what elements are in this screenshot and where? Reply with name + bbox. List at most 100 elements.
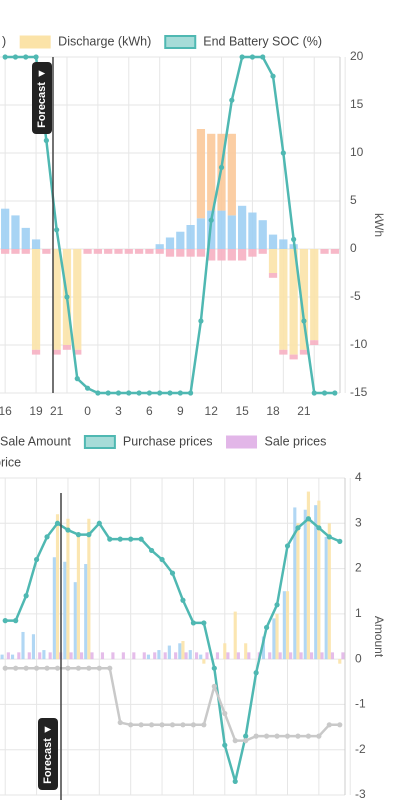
point [222,742,228,748]
point [337,722,343,728]
point [253,733,259,739]
bar [184,652,188,660]
point [177,390,183,396]
bar [194,652,199,660]
point [2,665,8,671]
point [284,543,291,549]
bar [155,249,164,254]
bar [1,249,10,254]
bar [21,227,30,249]
point [33,54,39,60]
bar [188,650,192,660]
bar [296,523,300,660]
bar [62,345,72,350]
forecast-label: Forecast ▼ [36,68,48,128]
bar [282,591,286,660]
x-tick-label: 15 [235,404,249,418]
point [65,527,71,533]
point [169,570,176,576]
legend-label: price [0,455,21,469]
bar [217,210,226,249]
bar [145,249,154,254]
point [249,54,256,60]
bar [327,523,331,660]
bar [248,249,257,257]
point [105,390,111,396]
bar [279,239,288,249]
point [211,683,217,689]
bar [196,218,206,249]
point [2,618,8,624]
point [284,733,291,739]
bar [31,239,41,249]
point [201,620,207,626]
point [263,733,270,739]
bar [289,354,298,360]
point [65,665,71,671]
point [263,624,270,631]
bar [238,205,247,249]
x-tick-label: 21 [297,404,311,418]
point [136,390,142,396]
bar [31,249,41,350]
bar [268,273,278,278]
point [12,54,19,60]
bar [289,652,293,660]
bar [293,507,297,660]
y-tick-label: -2 [355,742,366,756]
bar [21,631,25,660]
bar [199,654,203,660]
point [75,665,82,671]
bar [48,652,52,660]
point [274,602,280,608]
bar [84,564,88,660]
point [305,516,312,522]
bar [248,212,257,249]
point [44,665,50,671]
forecast-box [32,62,52,134]
point [23,593,29,599]
bar [165,249,175,257]
point [167,390,173,396]
point [190,722,197,728]
bar [215,652,220,660]
point [229,97,235,103]
point [274,733,280,739]
point [159,722,165,728]
bar [279,349,288,355]
bar [330,652,335,660]
point [117,536,123,542]
point [232,778,238,785]
bar [174,652,178,660]
y-tick-label: -5 [350,289,361,303]
point [138,722,144,728]
point [208,217,214,223]
bar [31,634,36,660]
bar [341,652,345,660]
point [291,236,297,242]
bar [268,249,278,273]
point [107,665,113,671]
point [95,390,101,396]
legend-label: Purchase prices [123,434,213,448]
bar [279,249,288,350]
bar [176,231,185,249]
bar [38,652,42,660]
point [169,722,176,728]
y-tick-label: -15 [350,385,368,399]
bar [227,249,236,261]
point [218,164,225,170]
legend-swatch [164,35,197,49]
y-axis-label: kWh [372,213,386,237]
bar [90,652,94,660]
bar [306,491,310,660]
y-tick-label: 2 [355,561,362,575]
bar [111,652,115,660]
point [295,733,301,739]
bar [324,536,328,660]
bar [100,652,105,660]
y-tick-label: 1 [355,606,362,620]
bar [317,500,321,660]
point [316,733,322,739]
bar [268,652,272,660]
